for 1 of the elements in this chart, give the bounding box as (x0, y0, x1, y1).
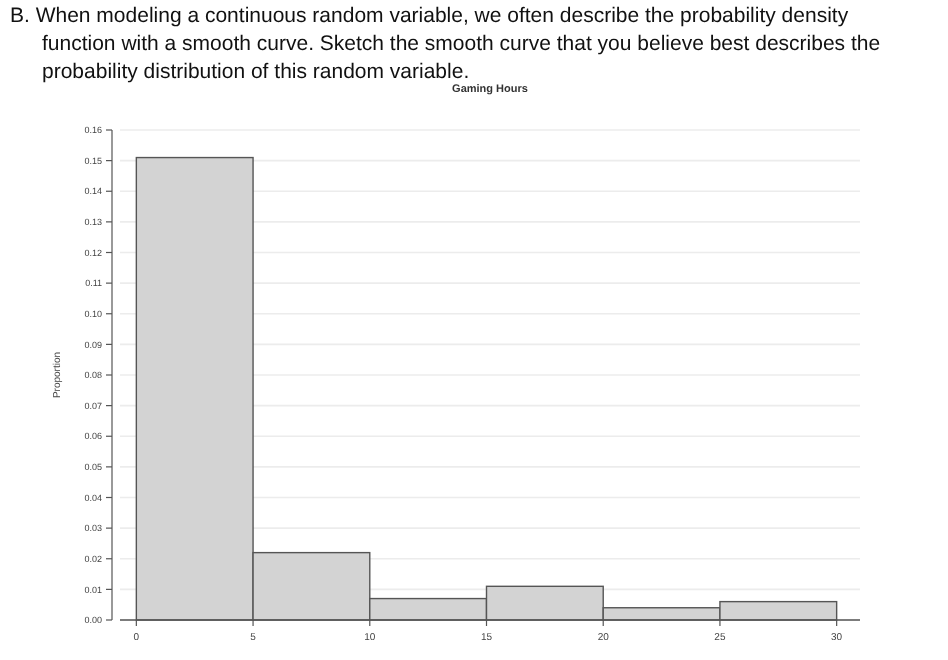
text: B. When modeling a continuous random variable, we often describe the probability density function with a smooth curve. Sketch the smooth curve that you believe best describes the probability distribution of this random variable. (10, 2, 883, 84)
